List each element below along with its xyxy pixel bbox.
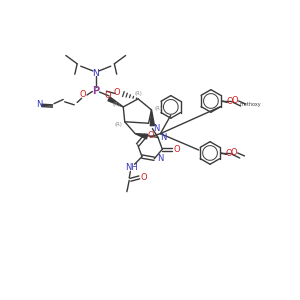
- Text: N: N: [92, 69, 99, 78]
- Text: N: N: [36, 100, 43, 109]
- Polygon shape: [108, 97, 123, 107]
- Text: (R): (R): [113, 102, 121, 107]
- Text: (R): (R): [155, 106, 163, 111]
- Text: N: N: [153, 124, 159, 133]
- Text: NH: NH: [125, 164, 138, 172]
- Text: O: O: [80, 90, 86, 99]
- Text: O: O: [231, 97, 238, 106]
- Text: (R): (R): [134, 91, 142, 96]
- Polygon shape: [135, 134, 148, 139]
- Text: O: O: [114, 88, 121, 98]
- Text: O: O: [147, 131, 154, 140]
- Text: N: N: [157, 154, 164, 163]
- Text: O: O: [141, 173, 147, 182]
- Text: N: N: [160, 133, 167, 142]
- Polygon shape: [150, 110, 155, 126]
- Text: P: P: [92, 85, 100, 96]
- Text: O: O: [226, 149, 232, 158]
- Text: O: O: [226, 97, 233, 106]
- Text: methoxy: methoxy: [240, 102, 261, 107]
- Text: O: O: [230, 148, 237, 158]
- Text: O: O: [104, 91, 111, 100]
- Text: (R): (R): [114, 122, 122, 127]
- Text: O: O: [174, 145, 181, 154]
